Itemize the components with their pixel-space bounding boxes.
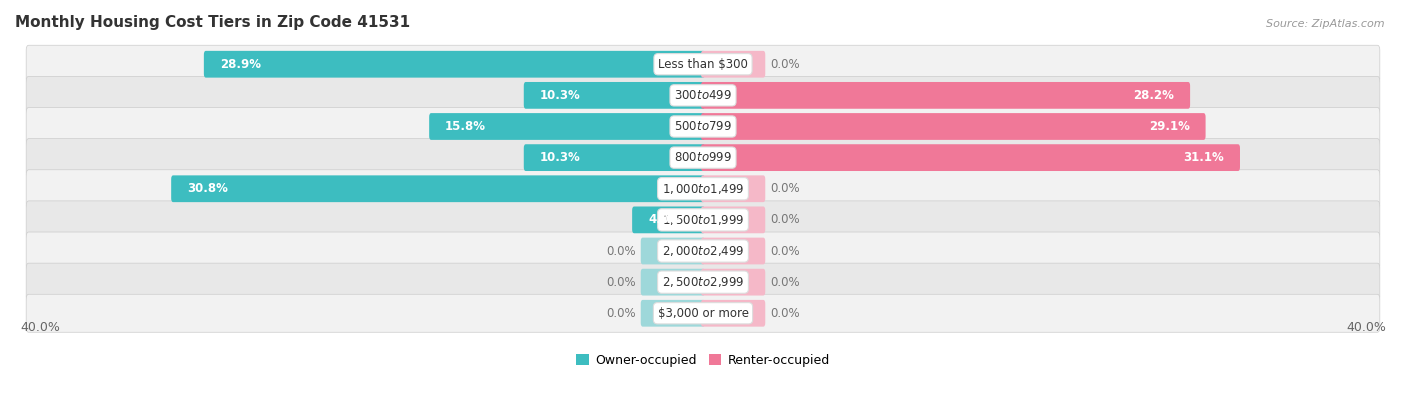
Text: 40.0%: 40.0% <box>20 322 60 334</box>
FancyBboxPatch shape <box>524 144 704 171</box>
FancyBboxPatch shape <box>702 113 1205 140</box>
Legend: Owner-occupied, Renter-occupied: Owner-occupied, Renter-occupied <box>571 349 835 372</box>
Text: 0.0%: 0.0% <box>606 276 636 289</box>
FancyBboxPatch shape <box>641 238 704 264</box>
FancyBboxPatch shape <box>702 51 765 78</box>
FancyBboxPatch shape <box>27 201 1379 239</box>
FancyBboxPatch shape <box>27 45 1379 83</box>
Text: $800 to $999: $800 to $999 <box>673 151 733 164</box>
Text: 28.2%: 28.2% <box>1133 89 1174 102</box>
Text: $500 to $799: $500 to $799 <box>673 120 733 133</box>
Text: 0.0%: 0.0% <box>606 244 636 258</box>
FancyBboxPatch shape <box>702 82 1189 109</box>
Text: $1,000 to $1,499: $1,000 to $1,499 <box>662 182 744 196</box>
FancyBboxPatch shape <box>27 107 1379 146</box>
Text: $300 to $499: $300 to $499 <box>673 89 733 102</box>
FancyBboxPatch shape <box>27 170 1379 208</box>
Text: 30.8%: 30.8% <box>187 182 228 195</box>
FancyBboxPatch shape <box>27 232 1379 270</box>
Text: 0.0%: 0.0% <box>770 307 800 320</box>
Text: 10.3%: 10.3% <box>540 151 581 164</box>
FancyBboxPatch shape <box>641 269 704 295</box>
FancyBboxPatch shape <box>204 51 704 78</box>
Text: 0.0%: 0.0% <box>770 182 800 195</box>
Text: 4.0%: 4.0% <box>648 213 681 226</box>
Text: Less than $300: Less than $300 <box>658 58 748 71</box>
Text: 0.0%: 0.0% <box>770 244 800 258</box>
Text: Source: ZipAtlas.com: Source: ZipAtlas.com <box>1267 19 1385 29</box>
FancyBboxPatch shape <box>702 207 765 233</box>
Text: 0.0%: 0.0% <box>770 58 800 71</box>
Text: 28.9%: 28.9% <box>219 58 260 71</box>
FancyBboxPatch shape <box>429 113 704 140</box>
Text: $2,000 to $2,499: $2,000 to $2,499 <box>662 244 744 258</box>
Text: 40.0%: 40.0% <box>1346 322 1386 334</box>
FancyBboxPatch shape <box>702 269 765 295</box>
FancyBboxPatch shape <box>524 82 704 109</box>
Text: 15.8%: 15.8% <box>446 120 486 133</box>
FancyBboxPatch shape <box>27 294 1379 332</box>
FancyBboxPatch shape <box>27 139 1379 177</box>
FancyBboxPatch shape <box>702 300 765 327</box>
Text: 29.1%: 29.1% <box>1149 120 1189 133</box>
Text: 10.3%: 10.3% <box>540 89 581 102</box>
Text: $3,000 or more: $3,000 or more <box>658 307 748 320</box>
Text: 0.0%: 0.0% <box>770 276 800 289</box>
FancyBboxPatch shape <box>641 300 704 327</box>
FancyBboxPatch shape <box>702 144 1240 171</box>
FancyBboxPatch shape <box>633 207 704 233</box>
FancyBboxPatch shape <box>27 263 1379 301</box>
Text: $2,500 to $2,999: $2,500 to $2,999 <box>662 275 744 289</box>
Text: 0.0%: 0.0% <box>606 307 636 320</box>
Text: 31.1%: 31.1% <box>1184 151 1225 164</box>
Text: 0.0%: 0.0% <box>770 213 800 226</box>
Text: Monthly Housing Cost Tiers in Zip Code 41531: Monthly Housing Cost Tiers in Zip Code 4… <box>15 15 411 30</box>
FancyBboxPatch shape <box>27 76 1379 115</box>
FancyBboxPatch shape <box>172 176 704 202</box>
Text: $1,500 to $1,999: $1,500 to $1,999 <box>662 213 744 227</box>
FancyBboxPatch shape <box>702 238 765 264</box>
FancyBboxPatch shape <box>702 176 765 202</box>
